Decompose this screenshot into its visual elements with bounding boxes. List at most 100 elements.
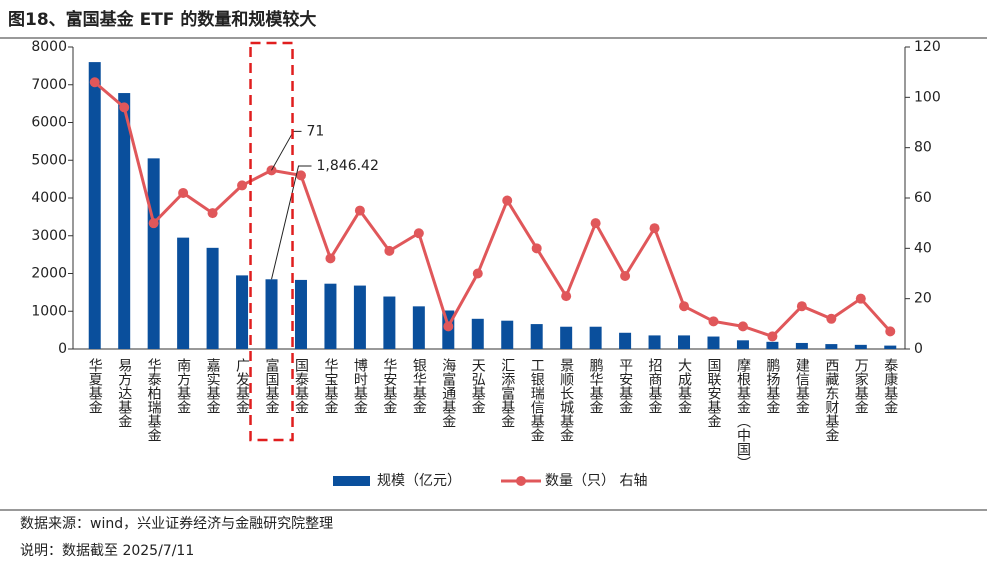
x-tick-label: 富国基金 bbox=[264, 357, 280, 414]
y-tick-label: 7000 bbox=[31, 77, 67, 93]
x-tick-label: 汇添富基金 bbox=[499, 358, 515, 428]
bar bbox=[471, 318, 484, 349]
point bbox=[796, 301, 807, 312]
chart-title: 图18、富国基金 ETF 的数量和规模较大 bbox=[8, 9, 316, 30]
bar bbox=[884, 345, 897, 349]
bar bbox=[88, 62, 101, 349]
bar bbox=[294, 279, 307, 349]
x-tick-label: 华宝基金 bbox=[322, 358, 338, 414]
point bbox=[561, 291, 572, 302]
x-tick-label: 博时基金 bbox=[352, 357, 368, 414]
x-tick-label: 天弘基金 bbox=[470, 358, 486, 414]
point bbox=[354, 205, 365, 216]
x-tick-label: 嘉实基金 bbox=[205, 358, 221, 414]
y-tick-label: 2000 bbox=[31, 266, 67, 282]
point bbox=[89, 77, 100, 88]
bar bbox=[736, 340, 749, 349]
point bbox=[708, 316, 719, 327]
x-tick-label: 广发基金 bbox=[234, 358, 250, 414]
x-tick-label: 南方基金 bbox=[175, 358, 191, 414]
x-tick-label: 工银瑞信基金 bbox=[529, 358, 545, 442]
point bbox=[826, 313, 837, 324]
y2-tick-label: 100 bbox=[914, 89, 941, 105]
point bbox=[590, 218, 601, 229]
highlight-box bbox=[249, 41, 294, 442]
x-tick-label: 华泰柏瑞基金 bbox=[146, 358, 162, 442]
point bbox=[325, 253, 336, 264]
point bbox=[620, 271, 631, 282]
x-tick-label: 鹏扬基金 bbox=[764, 358, 780, 414]
x-tick-label: 海富通基金 bbox=[440, 358, 456, 428]
bar bbox=[530, 324, 543, 349]
value-label: 1,846.42 bbox=[317, 158, 379, 174]
point bbox=[502, 195, 513, 206]
bar bbox=[501, 320, 514, 349]
point bbox=[384, 245, 395, 256]
leader-line bbox=[271, 130, 302, 171]
point bbox=[737, 321, 748, 332]
x-tick-label: 国联安基金 bbox=[705, 358, 721, 428]
bar bbox=[707, 336, 720, 349]
x-tick-label: 西藏东财基金 bbox=[823, 358, 839, 442]
y-tick-label: 1000 bbox=[31, 303, 67, 319]
bar bbox=[795, 342, 808, 349]
y2-tick-label: 80 bbox=[914, 140, 932, 156]
point bbox=[237, 180, 248, 191]
y2-tick-label: 60 bbox=[914, 190, 932, 206]
x-tick-label: 泰康基金 bbox=[882, 358, 898, 414]
bar bbox=[353, 285, 366, 349]
y-tick-label: 4000 bbox=[31, 190, 67, 206]
x-tick-label: 华安基金 bbox=[381, 358, 397, 414]
value-label: 71 bbox=[307, 123, 325, 139]
y-tick-label: 3000 bbox=[31, 228, 67, 244]
bar bbox=[236, 275, 249, 349]
bar bbox=[324, 283, 337, 349]
legend-label: 数量（只） 右轴 bbox=[545, 473, 647, 489]
bar bbox=[118, 93, 131, 350]
x-tick-label: 建信基金 bbox=[794, 358, 810, 414]
x-tick-label: 招商基金 bbox=[647, 358, 663, 414]
y2-tick-label: 0 bbox=[914, 341, 923, 357]
x-tick-label: 大成基金 bbox=[676, 358, 692, 414]
x-tick-label: 鹏华基金 bbox=[588, 358, 604, 414]
bar bbox=[265, 279, 278, 349]
legend-label: 规模（亿元） bbox=[377, 473, 461, 489]
point bbox=[207, 208, 218, 219]
point bbox=[413, 228, 424, 239]
x-tick-label: 银华基金 bbox=[411, 358, 427, 414]
x-tick-label: 国泰基金 bbox=[293, 358, 309, 414]
x-tick-label: 易方达基金 bbox=[116, 358, 132, 428]
y2-tick-label: 20 bbox=[914, 291, 932, 307]
bar bbox=[560, 326, 573, 349]
bar bbox=[678, 335, 691, 349]
y-tick-label: 0 bbox=[58, 341, 67, 357]
y-tick-label: 5000 bbox=[31, 152, 67, 168]
bar bbox=[206, 247, 219, 349]
bar bbox=[412, 306, 425, 349]
leader-line bbox=[271, 165, 312, 280]
x-tick-label: 景顺长城基金 bbox=[558, 358, 574, 442]
x-tick-label: 华夏基金 bbox=[87, 358, 103, 414]
point bbox=[679, 301, 690, 312]
bar bbox=[648, 335, 661, 349]
point bbox=[178, 187, 189, 198]
bar bbox=[854, 344, 867, 349]
y2-tick-label: 120 bbox=[914, 39, 941, 55]
source: 数据来源：wind，兴业证券经济与金融研究院整理 bbox=[20, 516, 333, 532]
point bbox=[649, 223, 660, 234]
y2-tick-label: 40 bbox=[914, 240, 932, 256]
legend-swatch bbox=[333, 476, 370, 486]
x-tick-label: 万家基金 bbox=[853, 358, 869, 414]
point bbox=[119, 102, 130, 113]
point bbox=[531, 243, 542, 254]
point bbox=[855, 293, 866, 304]
point bbox=[148, 218, 159, 229]
x-tick-label: 平安基金 bbox=[617, 358, 633, 414]
bar bbox=[619, 332, 632, 349]
line bbox=[93, 81, 892, 339]
bar bbox=[766, 341, 779, 349]
bar bbox=[177, 237, 190, 349]
point bbox=[472, 268, 483, 279]
point bbox=[767, 331, 778, 342]
